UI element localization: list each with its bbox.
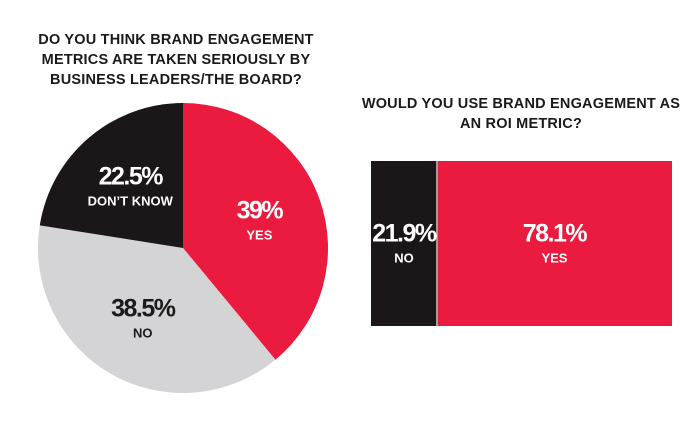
pie-label-no: NO (133, 326, 153, 341)
pie-slice-yes (183, 103, 328, 360)
pie-title-line: DO YOU THINK BRAND ENGAGEMENT (38, 32, 314, 48)
bar-segment-yes (436, 161, 672, 326)
pie-title-line: BUSINESS LEADERS/THE BOARD? (50, 72, 302, 88)
pie-label-yes: YES (246, 227, 272, 242)
bar-value-no: 21.9% (372, 220, 437, 248)
pie-label-don-t-know: DON’T KNOW (88, 193, 174, 208)
bar-value-yes: 78.1% (523, 220, 588, 248)
bar-label-no: NO (394, 251, 414, 266)
pie-slice-no (38, 225, 276, 393)
pie-chart-title: DO YOU THINK BRAND ENGAGEMENT METRICS AR… (12, 30, 340, 90)
bar-segment-no (371, 161, 437, 326)
pie-value-don-t-know: 22.5% (99, 162, 164, 190)
pie-title-line: METRICS ARE TAKEN SERIOUSLY BY (41, 52, 311, 68)
bar-title-line: WOULD YOU USE BRAND ENGAGEMENT AS (361, 96, 681, 112)
pie-value-no: 38.5% (111, 295, 176, 323)
bar-title-line: AN ROI METRIC? (459, 116, 582, 132)
pie-chart: 39% YES 38.5% NO 22.5% DON’T KNOW (38, 103, 328, 393)
pie-value-yes: 39% (237, 196, 284, 224)
bar-chart-title: WOULD YOU USE BRAND ENGAGEMENT AS AN ROI… (356, 94, 686, 134)
pie-slice-don-t-know (39, 103, 184, 248)
bar-label-yes: YES (541, 251, 567, 266)
stacked-bar-chart: 21.9% NO 78.1% YES (371, 161, 672, 326)
